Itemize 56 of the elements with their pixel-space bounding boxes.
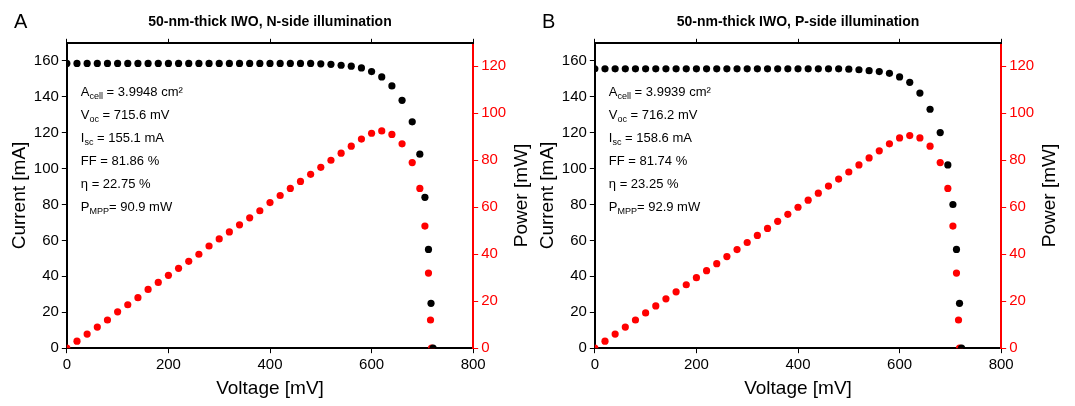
y2-tick-label: 60 [481,197,498,215]
x-tick-label: 600 [887,355,913,373]
annotation: η = 23.25 % [608,176,680,192]
y-tick-label: 0 [50,338,59,356]
y2-tick-label: 100 [1009,103,1035,121]
y-tick-label: 40 [42,266,59,284]
x-tick-label: 200 [155,355,181,373]
y-tick-label: 100 [33,158,59,176]
annotation: FF = 81.74 % [608,153,688,169]
x-tick-label: 0 [62,355,71,373]
x-tick-label: 800 [460,355,486,373]
y2-tick-label: 120 [481,56,507,74]
x-tick-label: 400 [785,355,811,373]
y-tick-label: 100 [561,158,587,176]
x-axis-title: Voltage [mV] [744,376,852,398]
y-tick-label: 60 [42,230,59,248]
text: A [14,9,28,32]
y2-tick-label: 80 [1009,150,1026,168]
y2-tick-label: 20 [1009,291,1026,309]
y-tick-label: 20 [570,302,587,320]
y-tick-label: 160 [33,50,59,68]
x-tick-label: 600 [359,355,385,373]
y-tick-label: 160 [561,50,587,68]
chart-title: 50-nm-thick IWO, N-side illumination [148,13,392,30]
x-tick-label: 400 [257,355,283,373]
y-tick-label: 120 [33,122,59,140]
x-tick-label: 800 [988,355,1014,373]
y-tick-label: 140 [33,86,59,104]
y2-tick-label: 40 [1009,244,1026,262]
x-tick-label: 0 [590,355,599,373]
annotation: FF = 81.86 % [80,153,160,169]
y-tick-label: 60 [570,230,587,248]
y-tick-label: 80 [570,194,587,212]
chart-title: 50-nm-thick IWO, P-side illumination [676,13,920,30]
y2-tick-label: 120 [1009,56,1035,74]
y-tick-label: 80 [42,194,59,212]
y2-tick-label: 80 [481,150,498,168]
x-axis-title: Voltage [mV] [216,376,324,398]
y2-axis-title: Power [mW] [1038,143,1060,248]
y-tick-label: 0 [578,338,587,356]
y-tick-label: 20 [42,302,59,320]
y2-tick-label: 0 [481,338,490,356]
y-tick-label: 120 [561,122,587,140]
y2-axis-title: Power [mW] [510,143,532,248]
y2-tick-label: 60 [1009,197,1026,215]
y-axis-title: Current [mA] [535,141,557,250]
y2-tick-label: 100 [481,103,507,121]
y-axis-title: Current [mA] [7,141,29,250]
annotation: η = 22.75 % [80,176,152,192]
y2-tick-label: 40 [481,244,498,262]
y-tick-label: 40 [570,266,587,284]
x-tick-label: 200 [683,355,709,373]
y2-tick-label: 20 [481,291,498,309]
y-tick-label: 140 [561,86,587,104]
text: B [542,9,556,32]
y2-tick-label: 0 [1009,338,1018,356]
